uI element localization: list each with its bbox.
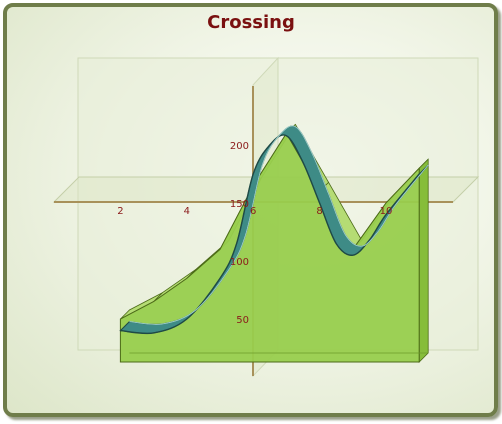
- x-tick-label: 10: [380, 206, 393, 217]
- y-tick-label: 100: [230, 257, 249, 268]
- line-edge-back: [129, 125, 429, 325]
- chart-title: Crossing: [207, 12, 295, 33]
- line-series: [119, 125, 429, 335]
- x-tick-label: 8: [316, 206, 322, 217]
- x-tick-label: 2: [117, 206, 123, 217]
- y-tick-label: 150: [230, 199, 249, 210]
- area-series: [119, 123, 429, 363]
- x-tick-label: 4: [184, 206, 190, 217]
- x-tick-label: 6: [250, 206, 256, 217]
- area-side-face: [418, 158, 429, 363]
- y-tick-label: 50: [236, 315, 249, 326]
- y-tick-label: 200: [230, 141, 249, 152]
